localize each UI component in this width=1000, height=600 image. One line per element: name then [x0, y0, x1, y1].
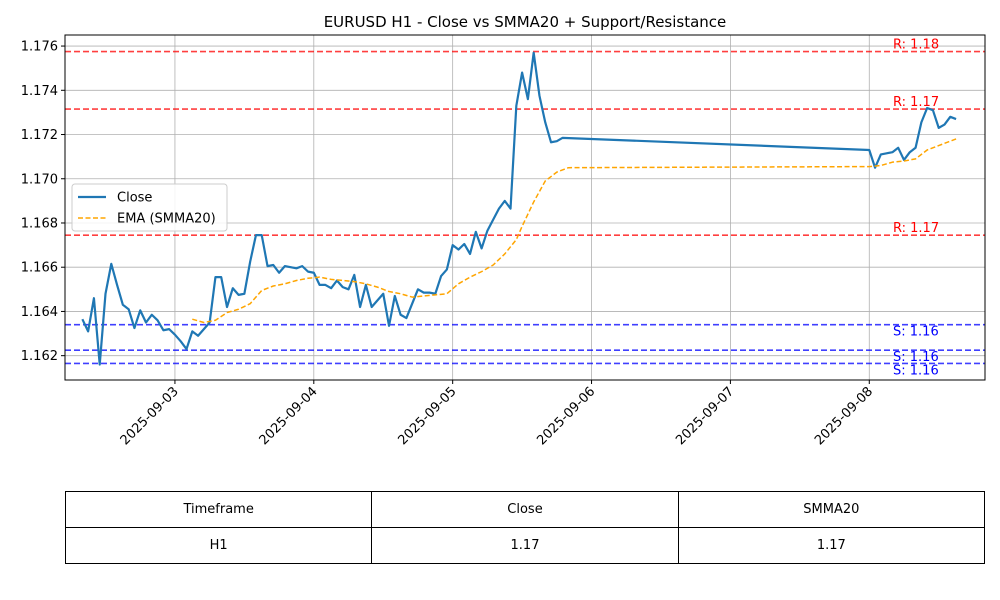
x-tick-label: 2025-09-07 [673, 384, 737, 448]
series-line-smma20 [192, 138, 957, 324]
series-lines [81, 51, 957, 366]
support-label: S: 1.16 [893, 363, 939, 378]
level-lines: R: 1.18R: 1.17R: 1.17S: 1.16S: 1.16S: 1.… [65, 38, 985, 378]
legend: Close EMA (SMMA20) [71, 183, 228, 232]
series-line-close [81, 51, 957, 366]
chart-title: EURUSD H1 - Close vs SMMA20 + Support/Re… [324, 13, 727, 31]
y-tick-label: 1.172 [21, 128, 58, 143]
legend-box [71, 183, 228, 232]
x-tick-label: 2025-09-08 [812, 384, 876, 448]
table-header-cell: SMMA20 [677, 491, 986, 528]
support-label: S: 1.16 [893, 325, 939, 340]
table-header-cell: Close [371, 491, 679, 528]
chart: EURUSD H1 - Close vs SMMA20 + Support/Re… [21, 13, 986, 448]
table-cell: 1.17 [371, 527, 679, 564]
resistance-label: R: 1.18 [893, 38, 939, 53]
x-tick-label: 2025-09-05 [395, 384, 459, 448]
y-tick-label: 1.166 [21, 261, 58, 276]
summary-table: Timeframe Close SMMA20 H1 1.17 1.17 [64, 491, 986, 564]
resistance-label: R: 1.17 [893, 95, 939, 110]
legend-label: EMA (SMMA20) [117, 212, 216, 227]
y-tick-label: 1.164 [21, 305, 58, 320]
table-header-row: Timeframe Close SMMA20 [64, 491, 986, 528]
x-axis: 2025-09-03 2025-09-04 2025-09-05 2025-09-06… [118, 380, 876, 448]
y-axis: 1.162 1.164 1.166 1.168 1.170 1.172 1.174 1.176 [21, 40, 65, 364]
table-header-cell: Timeframe [64, 491, 373, 528]
x-tick-label: 2025-09-03 [118, 384, 182, 448]
y-tick-label: 1.176 [21, 40, 58, 55]
x-tick-label: 2025-09-04 [257, 384, 321, 448]
support-label: S: 1.16 [893, 350, 939, 365]
resistance-label: R: 1.17 [893, 221, 939, 236]
y-tick-label: 1.174 [21, 84, 58, 99]
table-row: H1 1.17 1.17 [64, 527, 986, 564]
table-cell: H1 [64, 527, 373, 564]
y-tick-label: 1.168 [21, 216, 58, 231]
legend-label: Close [117, 191, 152, 206]
plot-frame [64, 34, 986, 381]
x-tick-label: 2025-09-06 [534, 384, 598, 448]
y-tick-label: 1.162 [21, 349, 58, 364]
table-cell: 1.17 [677, 527, 986, 564]
y-tick-label: 1.170 [21, 172, 58, 187]
